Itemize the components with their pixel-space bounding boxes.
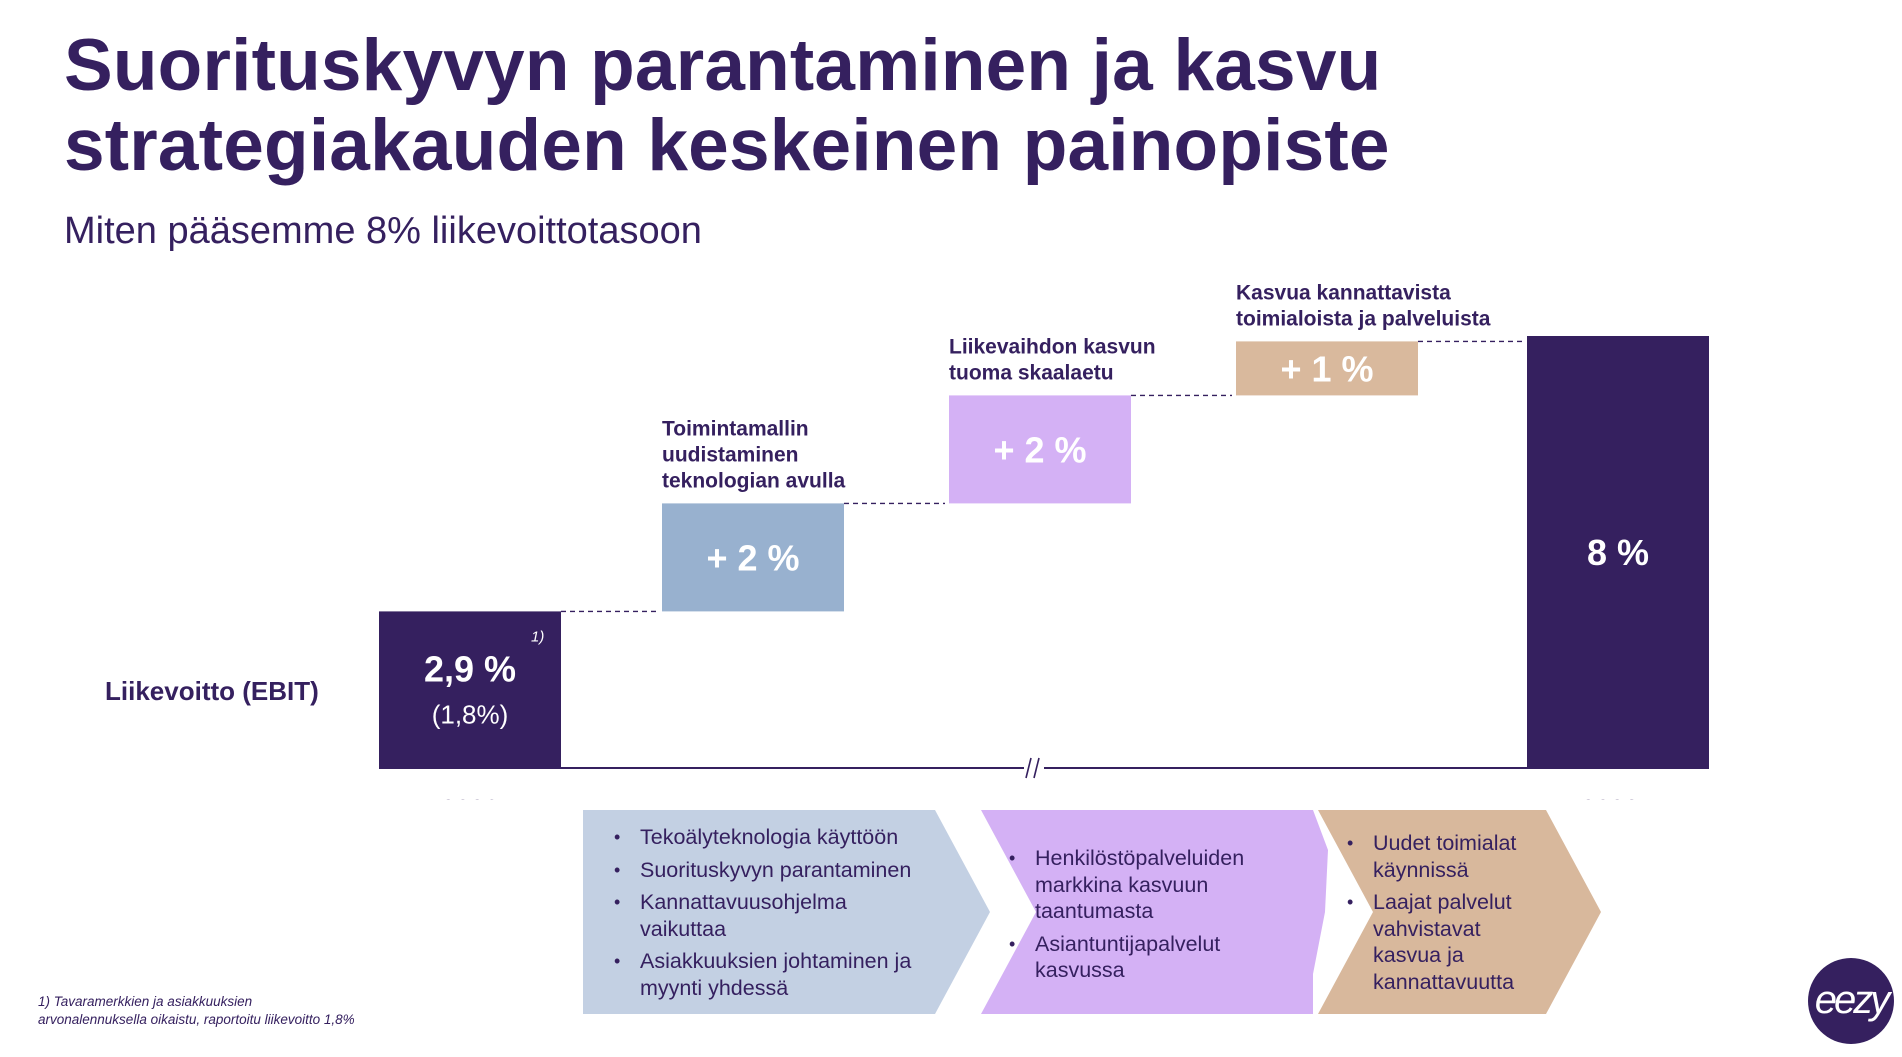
stage-title-line: Liikevaihdon kasvun — [949, 335, 1156, 358]
chevron-1-item: Tekoälyteknologia käyttöön — [610, 824, 950, 851]
bar-value-label: 2,9 % — [424, 649, 516, 690]
y-axis-label: Liikevoitto (EBIT) — [105, 676, 319, 706]
page-subtitle: Miten pääsemme 8% liikevoittotasoon — [64, 210, 702, 252]
footnote-line-1: 1) Tavaramerkkien ja asiakkuuksien — [38, 994, 253, 1009]
bar-sub-label: (1,8%) — [432, 700, 509, 730]
bar-value-label: + 2 % — [706, 537, 799, 578]
x-label-end: 2028F — [1581, 794, 1655, 800]
chevron-1-item: Asiakkuuksien johtaminen ja myynti yhdes… — [610, 948, 920, 1001]
bar-value-label: + 1 % — [1280, 348, 1373, 389]
stage-title-line: teknologian avulla — [662, 469, 846, 492]
stage-title-line: uudistaminen — [662, 443, 799, 466]
stage-title-line: Kasvua kannattavista — [1236, 281, 1451, 304]
bar-value-label: + 2 % — [993, 429, 1086, 470]
footnote: 1) Tavaramerkkien ja asiakkuuksien arvon… — [38, 993, 355, 1029]
bar-footnote-marker: 1) — [531, 628, 544, 645]
bar-1 — [379, 611, 561, 768]
bar-value-label: 8 % — [1587, 532, 1649, 573]
chevron-1-text: Tekoälyteknologia käyttöön Suorituskyvyn… — [610, 824, 950, 1007]
chevron-2-item: Henkilöstöpalveluiden markkina kasvuun t… — [1005, 845, 1290, 925]
chevron-3-item: Laajat palvelut vahvistavat kasvua ja ka… — [1343, 889, 1528, 995]
bar-3 — [949, 395, 1131, 504]
chevron-1-item: Suorituskyvyn parantaminen — [610, 857, 950, 884]
chevron-2-item: Asiantuntijapalvelut kasvussa — [1005, 931, 1280, 984]
stage-title-line: Toimintamallin — [662, 417, 809, 440]
page-title: Suorituskyvyn parantaminen ja kasvu stra… — [64, 26, 1390, 186]
chevron-1-item: Kannattavuusohjelma vaikuttaa — [610, 889, 870, 942]
waterfall-chart: Liikevoitto (EBIT) 2,9 % (1,8%) 1) + 2 % Toim… — [105, 281, 1709, 800]
bar-5 — [1527, 336, 1709, 768]
chevron-3-item: Uudet toimialat käynnissä — [1343, 830, 1523, 883]
bar-2 — [662, 503, 844, 612]
chevron-2-text: Henkilöstöpalveluiden markkina kasvuun t… — [1005, 845, 1285, 990]
chevron-3-text: Uudet toimialat käynnissä Laajat palvelu… — [1343, 830, 1533, 1001]
axis-break-mark — [1025, 757, 1032, 779]
eezy-logo: eezy — [1808, 958, 1894, 1044]
axis-break-mark — [1033, 757, 1040, 779]
title-line-1: Suorituskyvyn parantaminen ja kasvu — [64, 25, 1382, 106]
stage-title-line: toimialoista ja palveluista — [1236, 307, 1491, 330]
stage-title-line: tuoma skaalaetu — [949, 361, 1114, 384]
title-line-2: strategiakauden keskeinen painopiste — [64, 105, 1390, 186]
bar-4 — [1236, 341, 1418, 396]
logo-text: eezy — [1814, 978, 1891, 1022]
x-label-start: 2023 — [441, 794, 499, 800]
footnote-line-2: arvonalennuksella oikaistu, raportoitu l… — [38, 1012, 355, 1027]
